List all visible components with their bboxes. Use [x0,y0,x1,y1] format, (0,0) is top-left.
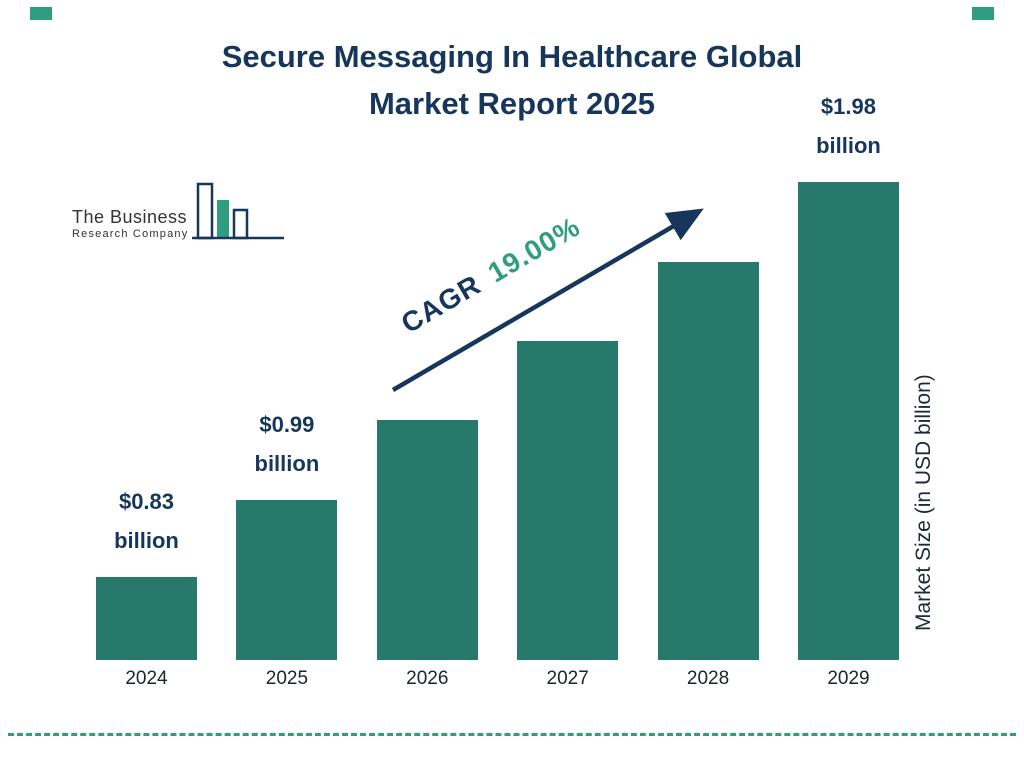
logo-text-line2: Research Company [72,228,189,240]
y-axis-label: Market Size (in USD billion) [912,374,935,631]
corner-accent-right [972,7,994,20]
bar-group-2025: $0.99 billion [236,60,338,660]
bar-2029 [797,182,899,660]
x-tick-2028: 2028 [686,668,730,689]
chart-title-line1: Secure Messaging In Healthcare Global [221,39,803,74]
bar-label-unit: billion [114,528,179,554]
logo-text-line1: The Business [72,207,188,227]
bar-label-value: $0.99 [259,411,315,437]
x-tick-2026: 2026 [406,668,449,689]
bar-2026 [376,420,478,660]
bar-label-value: $0.83 [118,488,175,514]
x-tick-2025: 2025 [265,668,309,689]
bar-label-unit: billion [816,133,881,159]
bar-label-value: $1.98 [820,93,876,119]
bar-value-label: $1.98 billion [816,87,881,166]
x-tick-2029: 2029 [827,668,870,689]
bar-2024 [96,577,197,660]
bar-label-unit: billion [254,451,320,477]
x-axis-labels: 2024 2025 2026 2027 2028 2029 [96,668,899,690]
bar-group-2027 [517,60,619,660]
chart-title-line2: Market Report 2025 [368,85,655,121]
logo-text: The Business Research Company [72,207,188,240]
chart-title: Secure Messaging In Healthcare Global Ma… [0,34,1024,127]
bar-2025 [236,500,338,660]
bar-group-2026 [376,60,478,660]
bar-2027 [517,341,619,660]
x-tick-2024: 2024 [125,668,168,689]
bar-group-2028 [657,60,759,660]
x-tick-2027: 2027 [546,668,589,689]
company-logo: The Business Research Company [72,178,286,244]
bar-2028 [657,262,759,660]
logo-bar-chart-icon [192,182,285,240]
bar-plot-area: $0.83 billion $0.99 billion [96,60,899,660]
bottom-dashed-line [8,733,1016,736]
bar-group-2029: $1.98 billion [797,60,899,660]
bar-value-label: $0.83 billion [114,482,179,561]
corner-accent-left [30,7,52,20]
bar-value-label: $0.99 billion [255,405,320,484]
bar-group-2024: $0.83 billion [96,60,197,660]
